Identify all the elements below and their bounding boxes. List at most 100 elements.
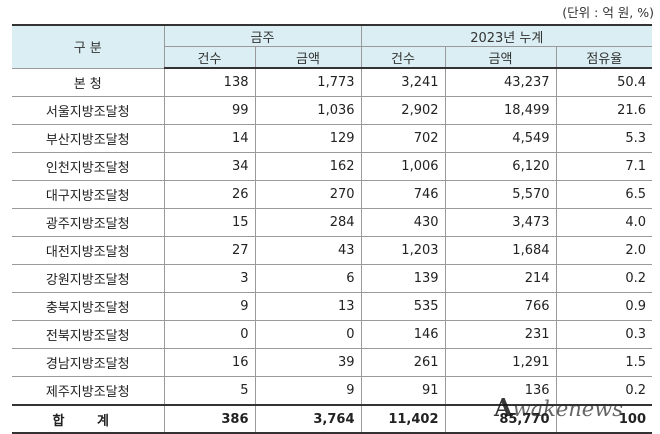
share: 6.5: [555, 180, 653, 209]
week-amount: 284: [254, 208, 362, 237]
table-row: 인천지방조달청 34 162 1,006 6,120 7.1: [12, 152, 653, 181]
ytd-count: 3,241: [360, 67, 446, 97]
table-row: 광주지방조달청 15 284 430 3,473 4.0: [12, 208, 653, 237]
row-name: 본 청: [12, 67, 165, 97]
total-week-count: 386: [163, 404, 256, 434]
week-amount: 6: [254, 264, 362, 293]
week-amount: 1,773: [254, 67, 362, 97]
table-row: 전북지방조달청 0 0 146 231 0.3: [12, 320, 653, 349]
table-row: 대전지방조달청 27 43 1,203 1,684 2.0: [12, 236, 653, 265]
total-row: 합 계 386 3,764 11,402 85,770 100: [12, 404, 653, 434]
share: 7.1: [555, 152, 653, 181]
week-amount: 9: [254, 376, 362, 406]
header-week-count: 건수: [163, 46, 256, 69]
share: 1.5: [555, 348, 653, 377]
week-count: 99: [163, 96, 256, 125]
share: 0.9: [555, 292, 653, 321]
table-row: 대구지방조달청 26 270 746 5,570 6.5: [12, 180, 653, 209]
table-row: 서울지방조달청 99 1,036 2,902 18,499 21.6: [12, 96, 653, 125]
watermark-initial: A: [494, 393, 513, 422]
procurement-table: 구 분 금주 2023년 누계 건수 금액 건수 금액 점유율 본 청 138 …: [12, 24, 653, 434]
week-count: 138: [163, 67, 256, 97]
watermark-text: wakenews: [512, 397, 623, 421]
share: 5.3: [555, 124, 653, 153]
ytd-count: 746: [360, 180, 446, 209]
ytd-amount: 6,120: [444, 152, 557, 181]
row-name: 인천지방조달청: [12, 152, 165, 181]
ytd-count: 146: [360, 320, 446, 349]
ytd-amount: 3,473: [444, 208, 557, 237]
share: 21.6: [555, 96, 653, 125]
ytd-amount: 136: [444, 376, 557, 406]
row-name: 강원지방조달청: [12, 264, 165, 293]
share: 50.4: [555, 67, 653, 97]
week-count: 26: [163, 180, 256, 209]
share: 4.0: [555, 208, 653, 237]
header-row-2: 건수 금액 건수 금액 점유율: [12, 46, 653, 69]
week-amount: 270: [254, 180, 362, 209]
header-share: 점유율: [555, 46, 653, 69]
row-name: 경남지방조달청: [12, 348, 165, 377]
week-count: 16: [163, 348, 256, 377]
table-row: 본 청 138 1,773 3,241 43,237 50.4: [12, 67, 653, 97]
week-count: 15: [163, 208, 256, 237]
ytd-amount: 231: [444, 320, 557, 349]
ytd-amount: 1,291: [444, 348, 557, 377]
week-count: 34: [163, 152, 256, 181]
week-count: 3: [163, 264, 256, 293]
header-ytd-2023: 2023년 누계: [360, 24, 653, 47]
ytd-amount: 214: [444, 264, 557, 293]
row-name: 부산지방조달청: [12, 124, 165, 153]
header-this-week: 금주: [163, 24, 362, 47]
unit-note: (단위 : 억 원, %): [562, 5, 654, 20]
week-count: 5: [163, 376, 256, 406]
header-ytd-amount: 금액: [444, 46, 557, 69]
week-amount: 43: [254, 236, 362, 265]
week-amount: 129: [254, 124, 362, 153]
share: 0.2: [555, 376, 653, 406]
header-ytd-count: 건수: [360, 46, 446, 69]
ytd-amount: 18,499: [444, 96, 557, 125]
ytd-count: 2,902: [360, 96, 446, 125]
row-name: 대구지방조달청: [12, 180, 165, 209]
share: 2.0: [555, 236, 653, 265]
ytd-amount: 5,570: [444, 180, 557, 209]
share: 0.2: [555, 264, 653, 293]
week-amount: 39: [254, 348, 362, 377]
week-count: 9: [163, 292, 256, 321]
week-count: 27: [163, 236, 256, 265]
row-name: 충북지방조달청: [12, 292, 165, 321]
ytd-count: 91: [360, 376, 446, 406]
row-name: 대전지방조달청: [12, 236, 165, 265]
week-amount: 0: [254, 320, 362, 349]
week-amount: 13: [254, 292, 362, 321]
watermark-logo: Awakenews: [494, 393, 623, 422]
ytd-count: 702: [360, 124, 446, 153]
ytd-count: 535: [360, 292, 446, 321]
week-count: 0: [163, 320, 256, 349]
ytd-count: 261: [360, 348, 446, 377]
table-row: 부산지방조달청 14 129 702 4,549 5.3: [12, 124, 653, 153]
ytd-count: 430: [360, 208, 446, 237]
table-row: 경남지방조달청 16 39 261 1,291 1.5: [12, 348, 653, 377]
week-amount: 1,036: [254, 96, 362, 125]
table-row: 강원지방조달청 3 6 139 214 0.2: [12, 264, 653, 293]
total-week-amount: 3,764: [254, 404, 362, 434]
ytd-count: 1,006: [360, 152, 446, 181]
ytd-count: 1,203: [360, 236, 446, 265]
header-week-amount: 금액: [254, 46, 362, 69]
week-count: 14: [163, 124, 256, 153]
header-row-1: 구 분 금주 2023년 누계: [12, 24, 653, 69]
header-category: 구 분: [12, 24, 165, 69]
row-name: 서울지방조달청: [12, 96, 165, 125]
total-ytd-count: 11,402: [360, 404, 446, 434]
week-amount: 162: [254, 152, 362, 181]
total-label: 합 계: [12, 404, 165, 434]
share: 0.3: [555, 320, 653, 349]
row-name: 광주지방조달청: [12, 208, 165, 237]
table-row: 충북지방조달청 9 13 535 766 0.9: [12, 292, 653, 321]
ytd-amount: 4,549: [444, 124, 557, 153]
ytd-amount: 766: [444, 292, 557, 321]
row-name: 전북지방조달청: [12, 320, 165, 349]
ytd-count: 139: [360, 264, 446, 293]
